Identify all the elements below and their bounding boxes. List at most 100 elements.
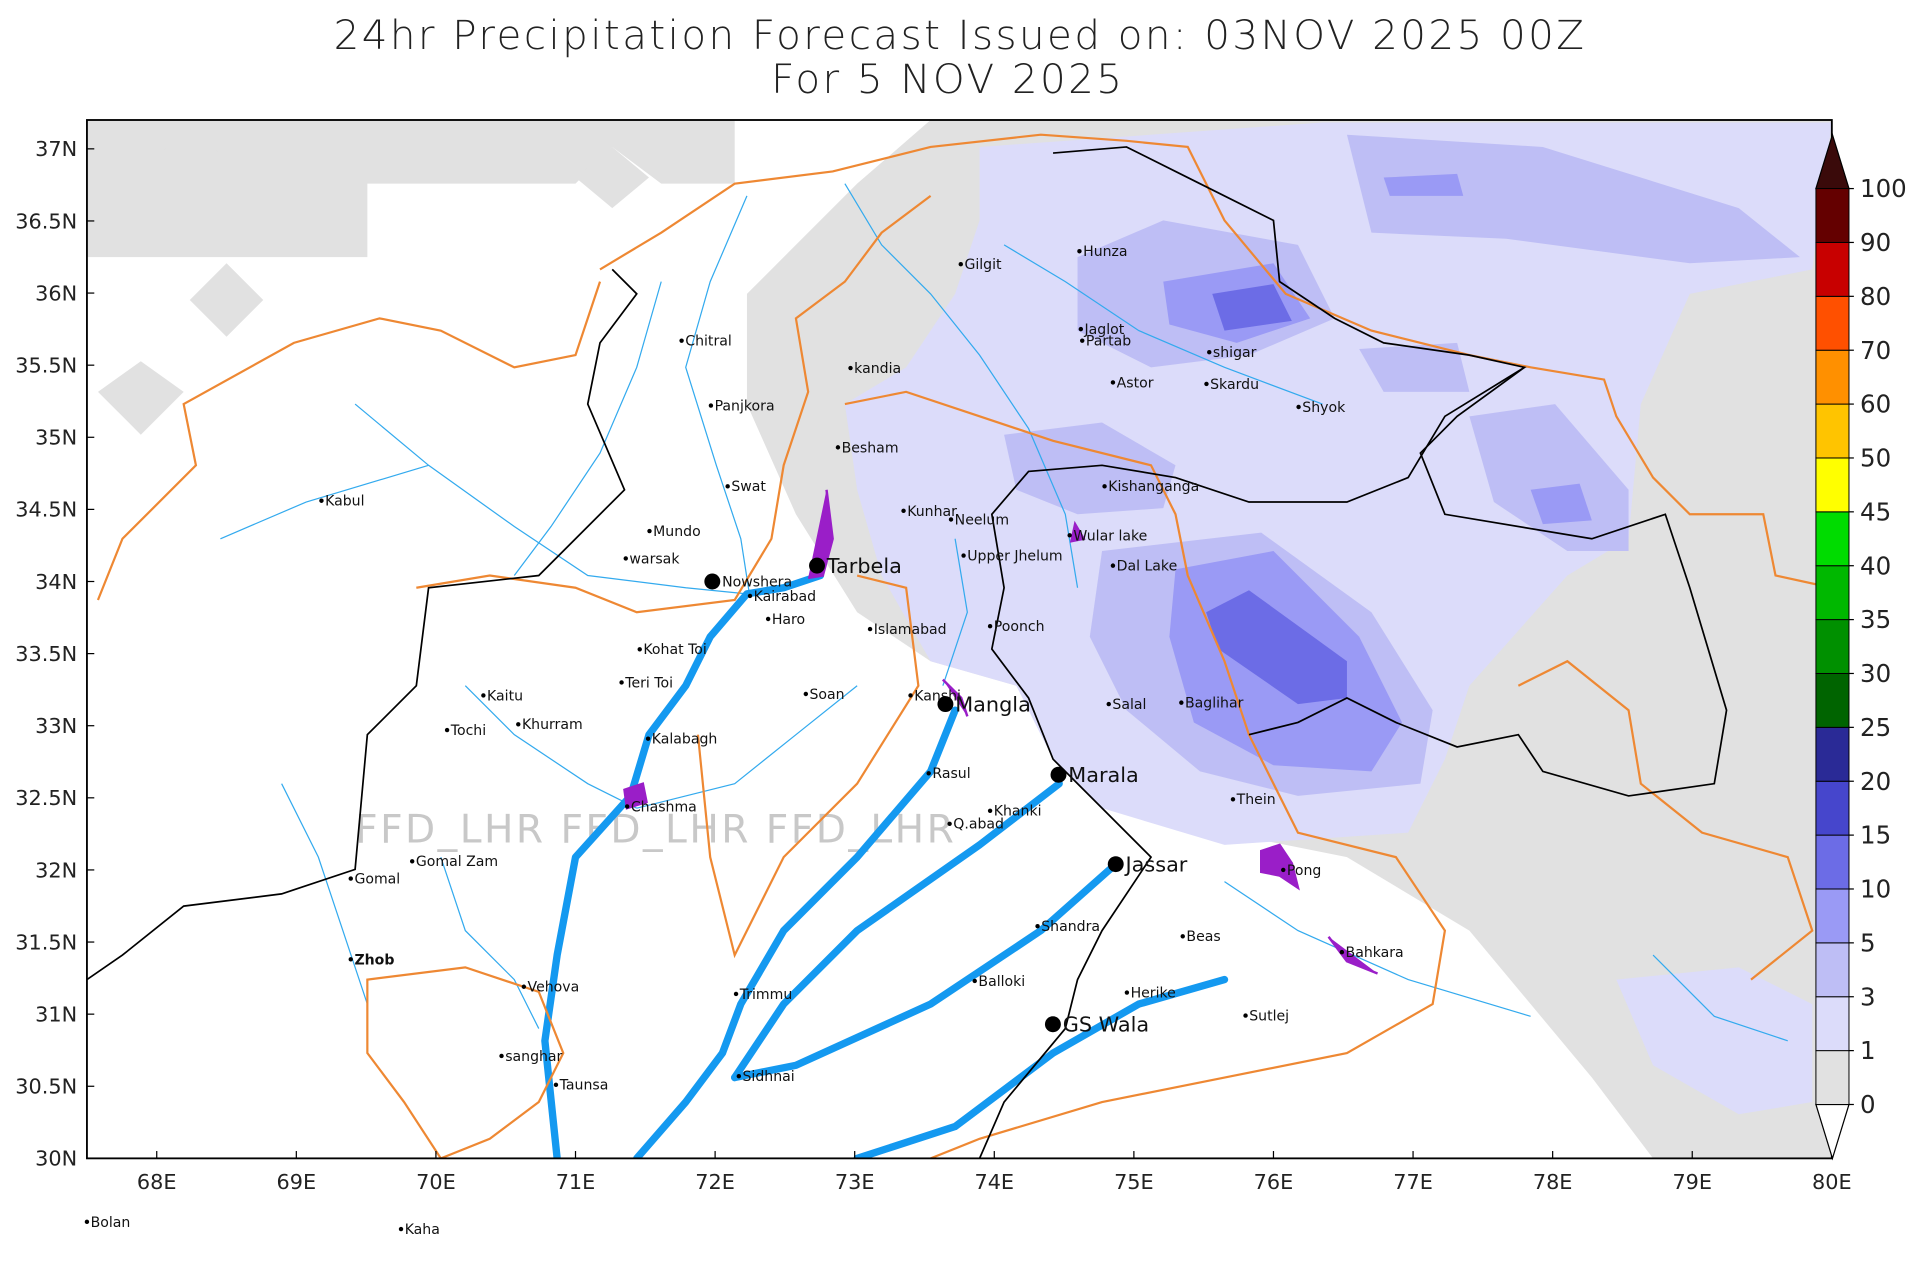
x-tick-label: 78E <box>1533 1170 1573 1194</box>
colorbar-segment <box>1815 672 1850 728</box>
precip-area <box>1004 422 1176 515</box>
place-label: Gomal Zam <box>416 854 498 870</box>
colorbar-segment <box>1815 241 1850 297</box>
y-tick-label: 32.5N <box>15 786 77 810</box>
place-marker <box>679 338 684 343</box>
axes: 68E 69E 70E 71E 72E 73E 74E 75E 76E 77E 78E 79E 80E 3… <box>15 137 1851 1194</box>
y-tick-label: 33.5N <box>15 642 77 666</box>
river <box>731 859 1121 1082</box>
basin-outline <box>96 195 932 614</box>
border <box>1248 366 1728 797</box>
place-marker <box>348 957 353 962</box>
x-tick-label: 76E <box>1254 1170 1294 1194</box>
place-label: Kairabad <box>754 589 816 605</box>
colorbar-label: 1 <box>1860 1036 1876 1065</box>
place-label: Haro <box>772 612 805 628</box>
y-tick-label: 31.5N <box>15 930 77 954</box>
place-marker <box>708 403 714 408</box>
place-label: Wular lake <box>1073 528 1147 544</box>
basin-outline <box>599 133 1832 589</box>
precip-area <box>1383 173 1592 525</box>
x-tick-label: 71E <box>556 1170 596 1194</box>
place-marker <box>987 624 993 629</box>
place-label: Herike <box>1131 985 1176 1001</box>
place-label: Swat <box>731 479 766 495</box>
rivers <box>220 183 1788 1159</box>
place-marker <box>645 736 651 741</box>
y-tick-label: 34N <box>35 570 77 594</box>
place-label: Shandra <box>1041 919 1100 935</box>
place-marker <box>1044 1016 1061 1033</box>
place-label: Zhob <box>354 952 394 968</box>
colorbar-segment <box>1815 295 1850 351</box>
y-tick-label: 33N <box>35 714 77 738</box>
y-tick-label: 36N <box>35 281 77 305</box>
colorbar-label: 5 <box>1860 928 1876 957</box>
colorbar-label: 15 <box>1860 821 1891 850</box>
place-marker <box>725 484 730 489</box>
place-marker <box>1080 338 1085 343</box>
borders <box>86 146 1728 1159</box>
place-marker <box>481 693 486 698</box>
place-marker <box>733 991 739 997</box>
place-marker <box>553 1082 559 1088</box>
place-marker <box>409 859 415 864</box>
place-marker <box>908 693 913 698</box>
place-label: Partab <box>1086 334 1131 350</box>
place-marker <box>1180 934 1185 939</box>
x-tick-label: 79E <box>1672 1170 1712 1194</box>
place-marker <box>747 593 753 599</box>
y-tick-label: 36.5N <box>15 209 77 233</box>
basin-outlines <box>96 133 1832 1159</box>
place-label: Rasul <box>932 766 970 782</box>
place-label: Neelum <box>955 512 1009 528</box>
place-marker <box>947 821 952 826</box>
place-label: Tarbela <box>826 554 902 578</box>
place-label: Vehova <box>528 980 580 996</box>
place-label: Balloki <box>978 974 1025 990</box>
colorbar-segment <box>1815 1050 1850 1105</box>
title-line: For 5 NOV 2025 <box>771 55 1124 103</box>
x-tick-label: 80E <box>1812 1170 1852 1194</box>
place-marker <box>765 616 771 622</box>
place-label: Kalabagh <box>652 732 718 748</box>
place-marker <box>623 556 628 561</box>
place-label: Thein <box>1236 792 1276 808</box>
place-label: Panjkora <box>715 398 775 414</box>
x-tick-label: 77E <box>1393 1170 1433 1194</box>
lakes <box>623 489 1379 975</box>
x-tick-label: 70E <box>416 1170 456 1194</box>
x-tick-label: 74E <box>974 1170 1014 1194</box>
place-marker <box>1106 701 1111 707</box>
colorbar-label: 3 <box>1860 982 1876 1011</box>
place-label: Hunza <box>1083 244 1127 260</box>
place-label: warsak <box>629 551 680 567</box>
y-tick-label: 35N <box>35 426 77 450</box>
place-marker <box>319 498 324 503</box>
y-tick-label: 34.5N <box>15 498 77 522</box>
precip-field: FFD_LHR FFD_LHR FFD_LHR <box>86 120 1832 1159</box>
colorbar-segment <box>1815 619 1850 674</box>
colorbar-segment <box>1815 834 1850 890</box>
place-label: Islamabad <box>874 622 947 638</box>
place-marker <box>516 722 521 727</box>
colorbar-segment <box>1815 726 1850 782</box>
river <box>853 975 1229 1159</box>
place-marker <box>1339 949 1345 955</box>
basin-outline <box>844 390 1447 1159</box>
place-marker <box>1243 1013 1248 1018</box>
place-marker <box>1035 923 1040 929</box>
place-marker <box>1102 484 1107 489</box>
place-marker <box>972 978 977 984</box>
place-label: sanghar <box>505 1049 562 1065</box>
colorbar-label: 90 <box>1860 228 1891 257</box>
place-label: shigar <box>1213 345 1257 361</box>
place-label: Poonch <box>994 619 1045 635</box>
place-label: Chitral <box>685 334 732 350</box>
place-marker <box>958 262 963 267</box>
place-marker <box>987 808 993 814</box>
place-marker <box>444 727 450 733</box>
x-tick-label: 75E <box>1114 1170 1154 1194</box>
y-tick-label: 30N <box>35 1147 77 1171</box>
